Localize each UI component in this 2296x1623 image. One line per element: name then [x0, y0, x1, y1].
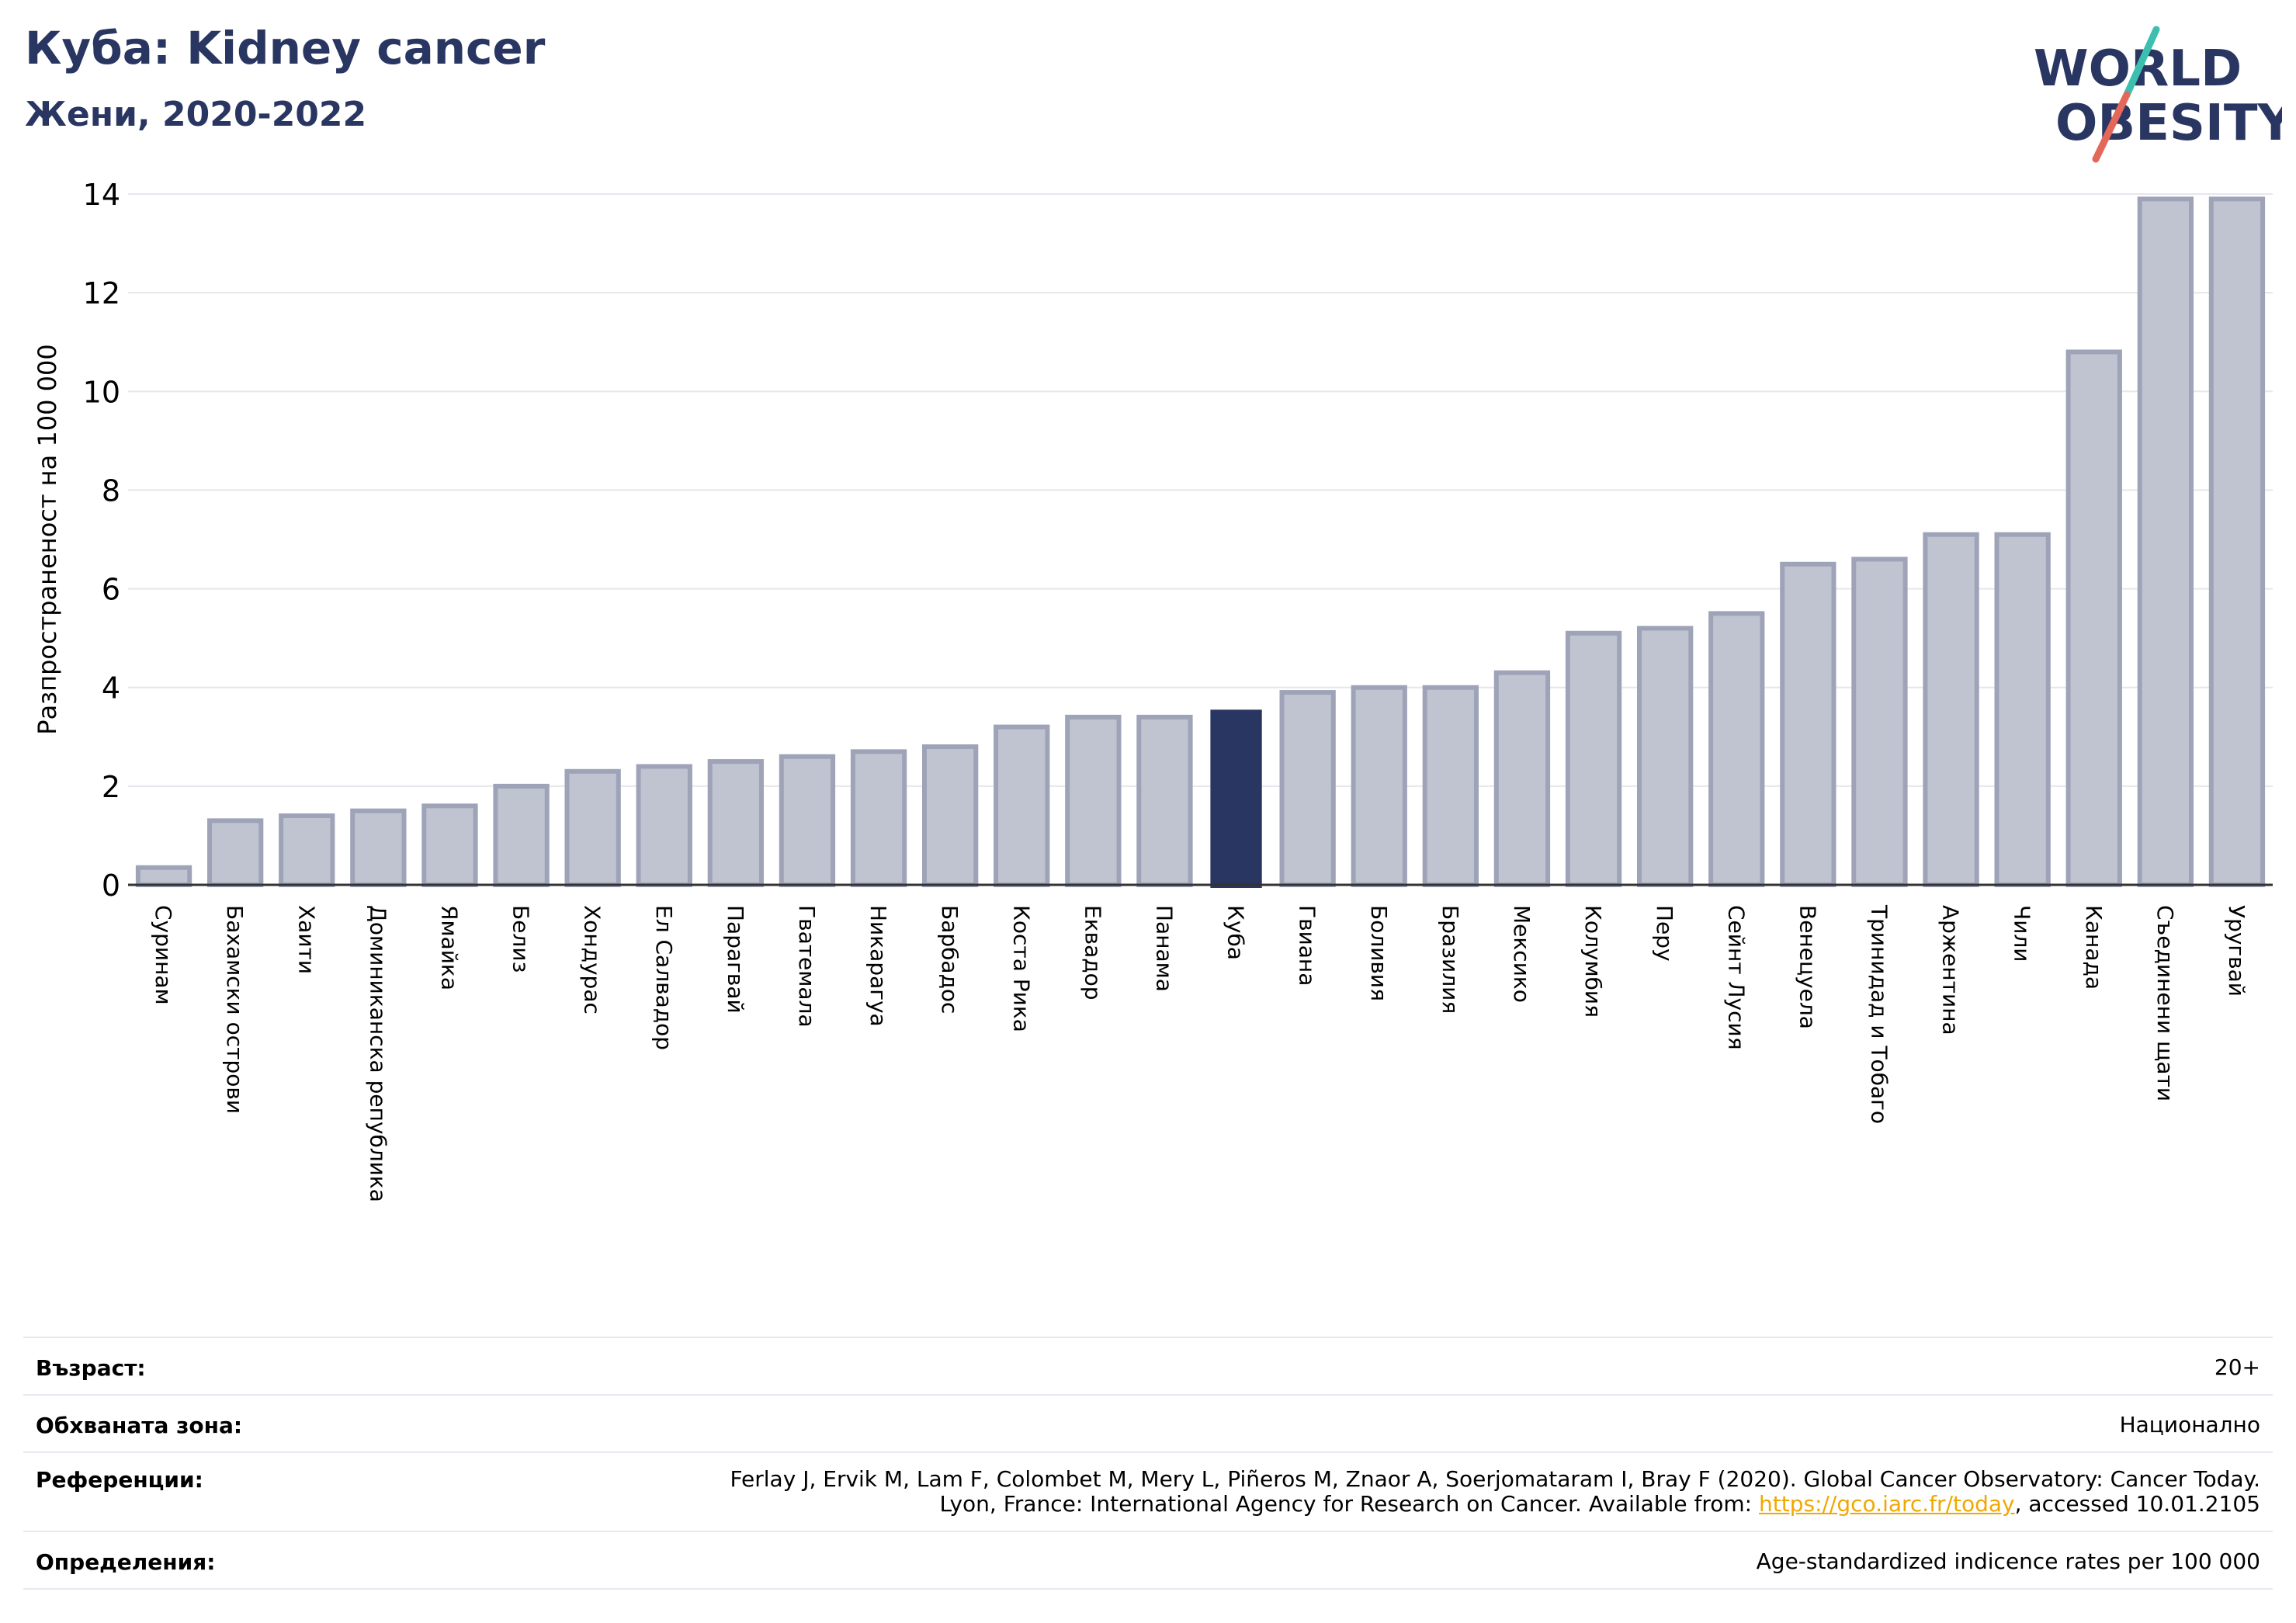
x-tick-label: Тринидад и Тобаго — [1866, 904, 1892, 1124]
bar-1 — [206, 818, 264, 888]
y-axis-label: Разпространеност на 100 000 — [33, 344, 62, 734]
bar-16 — [1279, 690, 1336, 887]
bar-2 — [279, 813, 335, 887]
bar-11 — [921, 744, 979, 887]
bar-27 — [2065, 349, 2122, 887]
bar-13 — [1065, 714, 1122, 887]
bar-7 — [636, 764, 692, 888]
bar-10 — [850, 749, 907, 887]
x-tick-label: Бахамски острови — [222, 905, 248, 1114]
references-line-1: Ferlay J, Ervik M, Lam F, Colombet M, Me… — [730, 1466, 2260, 1492]
y-tick-label: 0 — [102, 869, 120, 903]
x-tick-label: Суринам — [151, 905, 176, 1005]
logo-line-2: OBESITY — [2055, 95, 2282, 152]
x-tick-label: Венецуела — [1795, 905, 1820, 1029]
info-row-references: Референции: Ferlay J, Ervik M, Lam F, Co… — [23, 1451, 2273, 1531]
logo-slash-teal — [2123, 26, 2160, 99]
bar-15 — [1210, 709, 1262, 888]
references-line-2: Lyon, France: International Agency for R… — [730, 1492, 2260, 1517]
bar-28 — [2137, 196, 2194, 888]
x-tick-label: Аржентина — [1938, 905, 1964, 1035]
x-tick-label: Уругвай — [2224, 905, 2249, 997]
x-tick-label: Сейнт Лусия — [1723, 905, 1749, 1050]
x-tick-label: Перу — [1652, 905, 1677, 962]
x-tick-label: Боливия — [1366, 905, 1392, 1001]
bar-19 — [1493, 670, 1551, 888]
info-row-age: Възраст: 20+ — [23, 1337, 2273, 1394]
x-tick-label: Колумбия — [1580, 905, 1606, 1018]
bar-0 — [135, 865, 192, 887]
references-line-2-pre: Lyon, France: International Agency for R… — [939, 1491, 1759, 1517]
bar-3 — [350, 808, 407, 887]
bar-chart: 0 2 4 6 8 10 12 14 Разпространеност на 100 000 Су… — [33, 178, 2273, 1202]
x-tick-label: Гвиана — [1295, 905, 1320, 986]
x-tick-label: Никарагуа — [865, 905, 891, 1027]
x-tick-label: Бразилия — [1438, 905, 1463, 1014]
bar-9 — [779, 754, 836, 888]
bar-21 — [1636, 626, 1694, 888]
info-row-definitions: Определения: Age-standardized indicence … — [23, 1531, 2273, 1590]
x-tick-label: Доминиканска република — [365, 905, 390, 1202]
x-tick-label: Панама — [1151, 905, 1177, 992]
world-obesity-logo: WORLD OBESITY — [2034, 26, 2282, 163]
x-tick-label: Коста Рика — [1008, 905, 1034, 1032]
y-tick-label: 2 — [102, 770, 120, 804]
bar-25 — [1923, 532, 1979, 888]
bar-12 — [994, 724, 1050, 887]
x-tick-label: Хаити — [293, 905, 319, 974]
x-tick-label: Хондурас — [580, 905, 605, 1014]
bar-17 — [1351, 685, 1407, 888]
chart-subtitle: Жени, 2020-2022 — [25, 95, 367, 134]
age-label: Възраст: — [36, 1355, 146, 1381]
info-table: Възраст: 20+ Обхваната зона: Национално … — [23, 1337, 2273, 1590]
chart-title: Куба: Kidney cancer — [25, 22, 546, 75]
x-tick-label: Ел Салвадор — [651, 905, 677, 1050]
references-value: Ferlay J, Ervik M, Lam F, Colombet M, Me… — [730, 1467, 2260, 1517]
logo-slash-coral — [2092, 91, 2131, 163]
references-line-2-post: , accessed 10.01.2105 — [2014, 1491, 2260, 1517]
y-tick-label: 12 — [83, 276, 120, 310]
x-tick-label: Съединени щати — [2152, 905, 2178, 1101]
x-tick-label: Чили — [2010, 905, 2035, 962]
coverage-value: Национално — [2119, 1412, 2260, 1437]
definitions-value: Age-standardized indicence rates per 100… — [1756, 1548, 2260, 1574]
x-tick-label: Барбадос — [937, 905, 962, 1014]
y-tick-label: 14 — [83, 178, 120, 212]
x-tick-label: Гватемала — [794, 905, 820, 1028]
bar-23 — [1780, 561, 1836, 887]
definitions-label: Определения: — [36, 1549, 216, 1575]
bar-20 — [1565, 630, 1622, 887]
bar-26 — [1994, 532, 2051, 888]
references-link[interactable]: https://gco.iarc.fr/today — [1759, 1491, 2015, 1517]
x-tick-label: Парагвай — [723, 905, 748, 1014]
coverage-label: Обхваната зона: — [36, 1413, 243, 1438]
info-row-coverage: Обхваната зона: Национално — [23, 1394, 2273, 1451]
bar-8 — [707, 759, 765, 887]
y-tick-label: 6 — [102, 573, 120, 607]
age-value: 20+ — [2214, 1354, 2260, 1380]
bar-14 — [1136, 714, 1193, 887]
bar-29 — [2208, 196, 2266, 888]
x-tick-label: Белиз — [508, 905, 534, 973]
bar-5 — [493, 783, 550, 887]
y-tick-label: 4 — [102, 671, 120, 706]
x-tick-label: Мексико — [1509, 905, 1535, 1003]
bar-22 — [1708, 611, 1765, 887]
bar-4 — [421, 803, 478, 888]
references-label: Референции: — [36, 1467, 203, 1493]
x-tick-label: Куба — [1223, 905, 1249, 960]
bar-24 — [1851, 557, 1908, 888]
bar-18 — [1422, 685, 1479, 888]
x-tick-label: Канада — [2081, 905, 2107, 990]
x-tick-label: Еквадор — [1080, 905, 1105, 1001]
bar-6 — [564, 768, 621, 887]
y-tick-label: 10 — [83, 375, 120, 409]
x-tick-label: Ямайка — [436, 905, 462, 990]
y-tick-label: 8 — [102, 473, 120, 508]
